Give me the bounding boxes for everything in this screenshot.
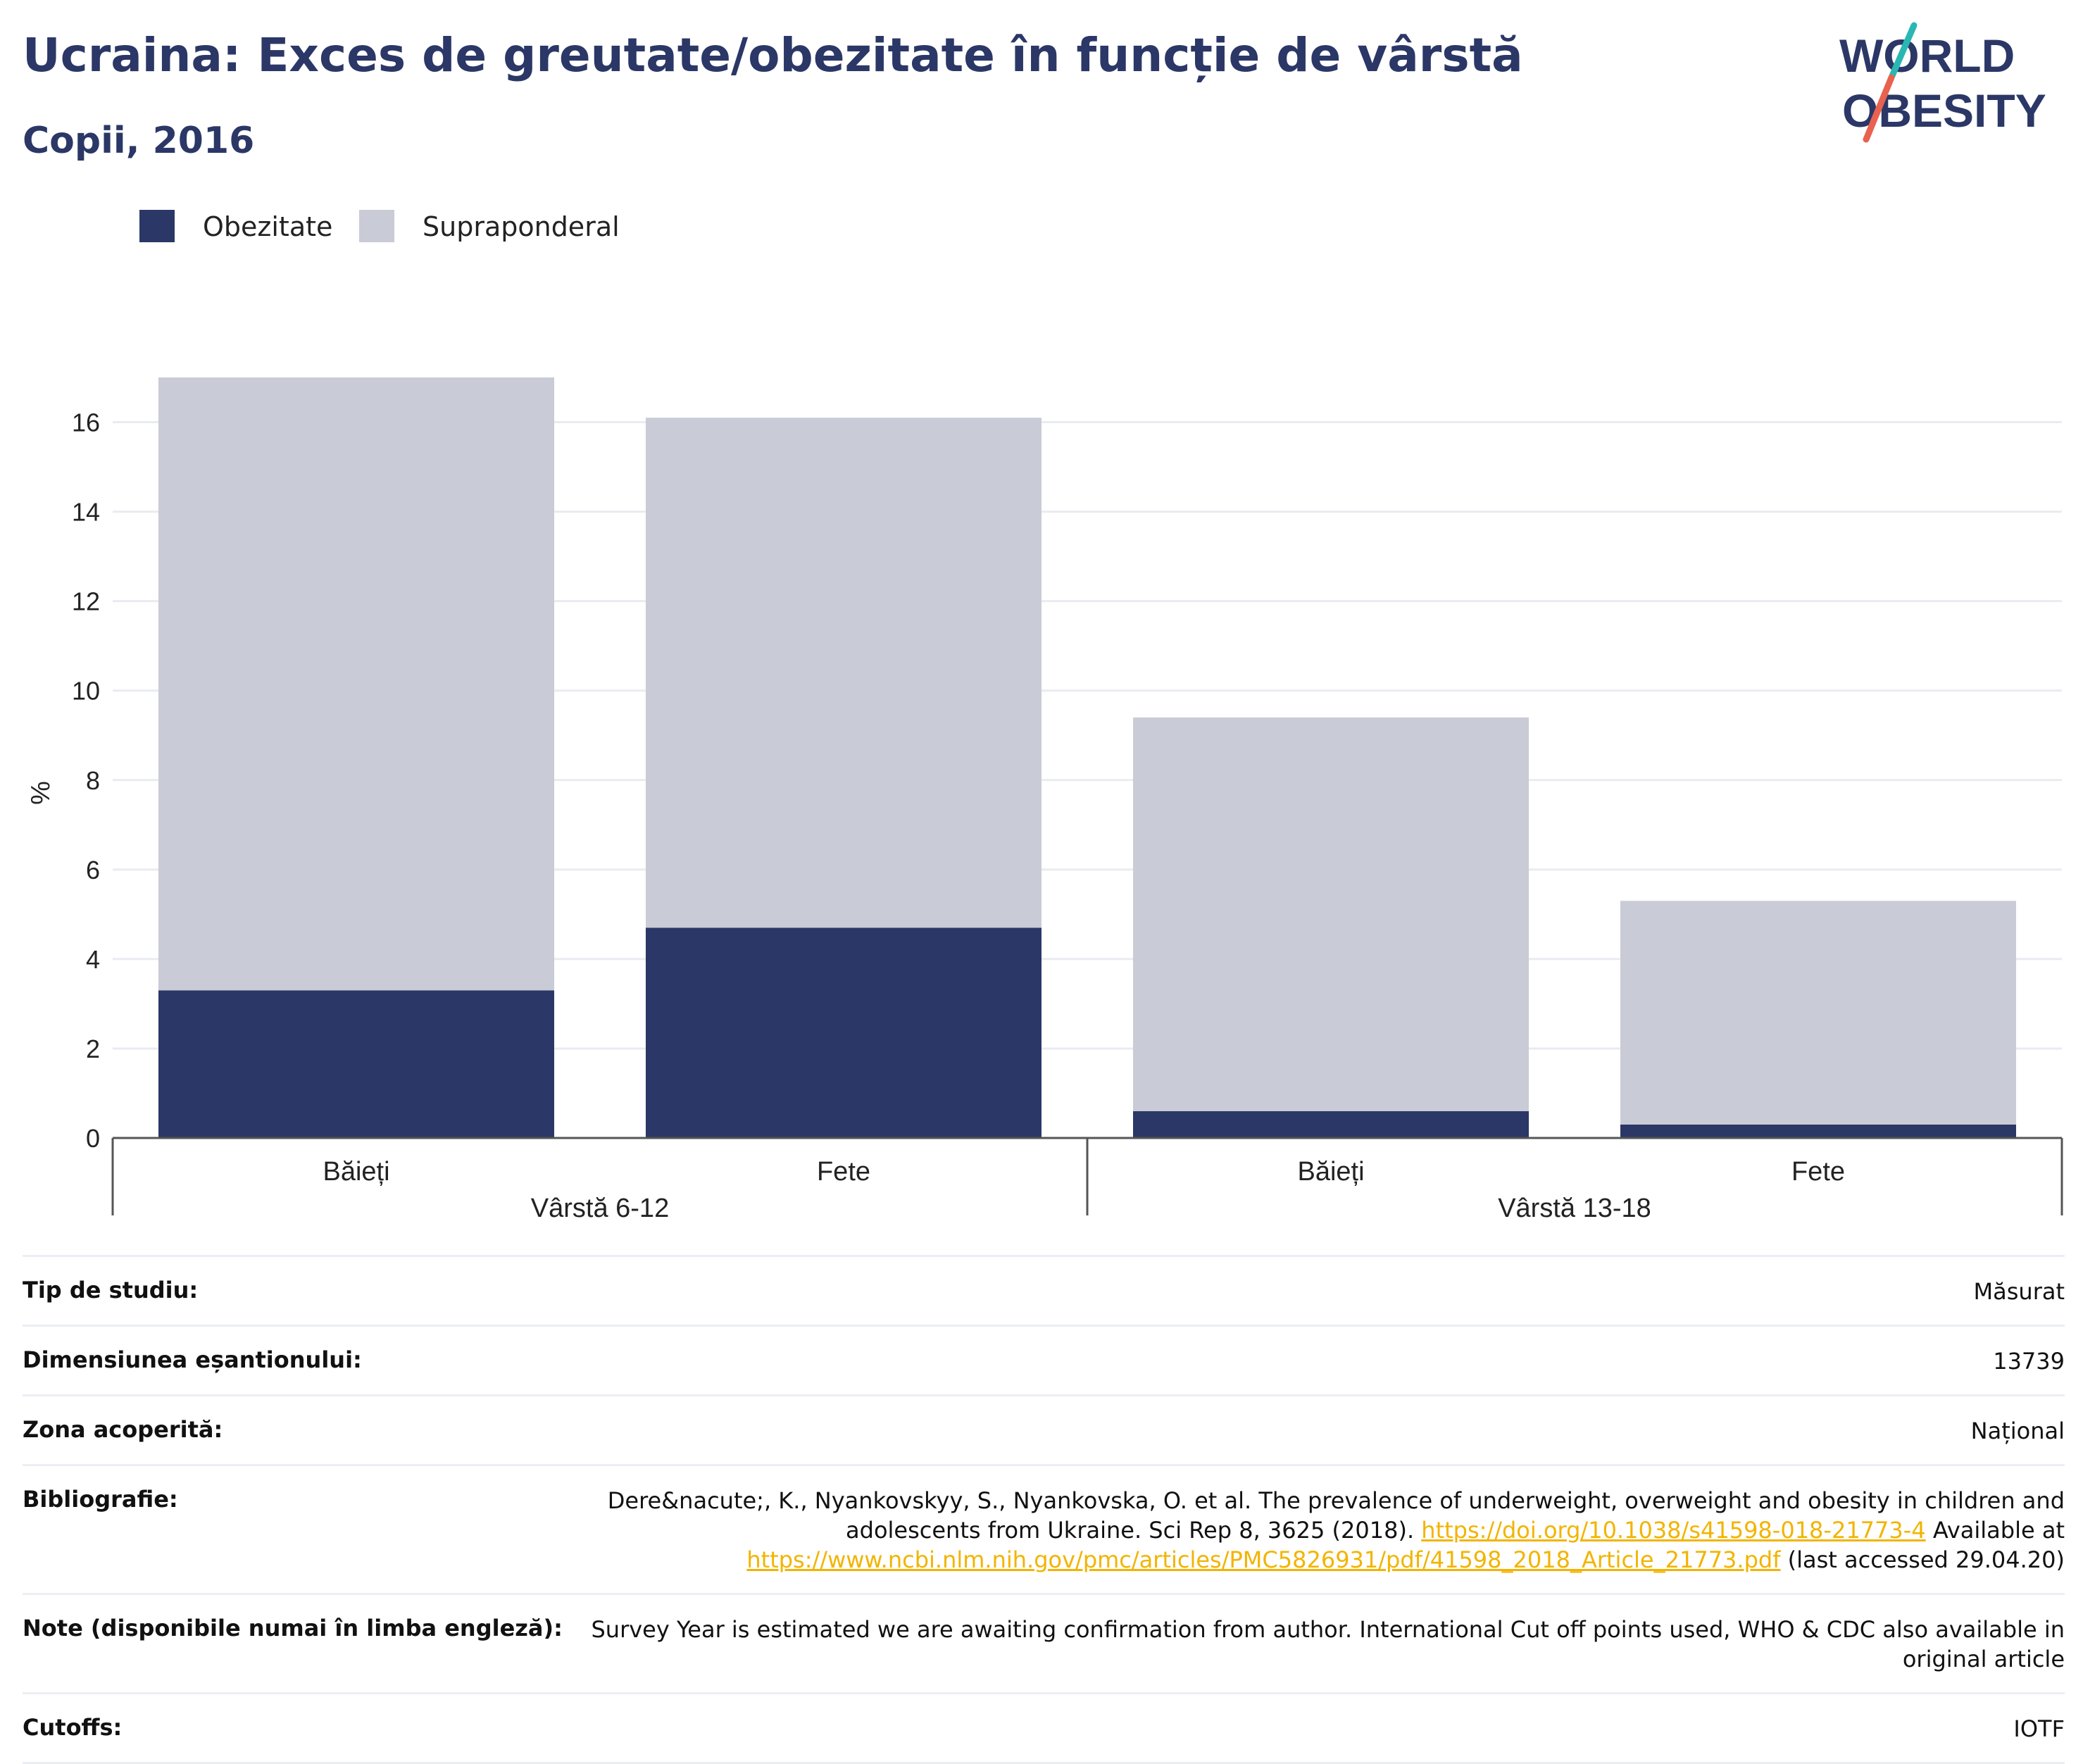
y-tick-label: 0 <box>86 1124 100 1153</box>
doi-link[interactable]: https://doi.org/10.1038/s41598-018-21773… <box>1421 1517 1926 1544</box>
meta-label: Zona acoperită: <box>23 1416 223 1443</box>
meta-value: IOTF <box>2013 1715 2065 1742</box>
bibliography-text: Available at <box>1925 1517 2065 1544</box>
meta-value: Măsurat <box>1973 1278 2065 1305</box>
chart-title: Ucraina: Exces de greutate/obezitate în … <box>23 28 1523 82</box>
meta-label: Tip de studiu: <box>23 1277 199 1303</box>
x-group-label: Vârstă 13-18 <box>1498 1194 1651 1223</box>
logo-slash-teal <box>1888 22 1918 81</box>
legend-label-obezitate: Obezitate <box>203 211 333 242</box>
y-tick-label: 10 <box>72 677 100 706</box>
ncbi-link[interactable]: https://www.ncbi.nlm.nih.gov/pmc/article… <box>746 1546 1781 1573</box>
y-tick-label: 8 <box>86 766 100 795</box>
legend-swatch-obezitate <box>139 210 175 242</box>
bar-obezitate <box>1620 1124 2016 1138</box>
y-tick-label: 4 <box>86 945 100 974</box>
meta-row-bibliography: Bibliografie: Dere&nacute;, K., Nyankovs… <box>23 1464 2065 1593</box>
x-tick-label: Băieți <box>323 1157 389 1187</box>
x-tick-label: Fete <box>817 1157 870 1187</box>
bibliography-value: Dere&nacute;, K., Nyankovskyy, S., Nyank… <box>558 1486 2065 1575</box>
x-tick-label: Băieți <box>1297 1157 1364 1187</box>
meta-label: Note (disponibile numai în limba engleză… <box>23 1615 563 1641</box>
y-tick-label: 12 <box>72 587 100 616</box>
meta-row-cutoffs: Cutoffs: IOTF <box>23 1692 2065 1764</box>
legend-label-supraponderal: Supraponderal <box>423 211 620 242</box>
meta-label: Dimensiunea eșantionului: <box>23 1346 362 1373</box>
x-group-label: Vârstă 6-12 <box>531 1194 669 1223</box>
y-tick-label: 2 <box>86 1034 100 1063</box>
bar-supraponderal <box>646 418 1042 928</box>
logo-slash-red <box>1863 74 1895 143</box>
y-tick-label: 14 <box>72 498 100 527</box>
bar-supraponderal <box>158 377 554 991</box>
meta-label: Cutoffs: <box>23 1714 123 1741</box>
world-obesity-logo: WORLD OBESITY <box>1839 22 2046 143</box>
logo-word-world: WORLD <box>1839 30 2015 82</box>
meta-row-coverage: Zona acoperită: Național <box>23 1394 2065 1464</box>
y-tick-label: 6 <box>86 856 100 884</box>
study-details-table: Tip de studiu: Măsurat Dimensiunea eșant… <box>23 1255 2065 1764</box>
bibliography-text: (last accessed 29.04.20) <box>1780 1546 2065 1573</box>
meta-row-sample-size: Dimensiunea eșantionului: 13739 <box>23 1325 2065 1394</box>
chart-subtitle: Copii, 2016 <box>23 120 255 162</box>
legend-swatch-supraponderal <box>359 210 394 242</box>
bar-obezitate <box>158 990 554 1138</box>
bar-obezitate <box>646 927 1042 1138</box>
meta-value: Național <box>1970 1418 2065 1444</box>
bar-obezitate <box>1133 1111 1529 1138</box>
meta-value: 13739 <box>1993 1348 2065 1375</box>
meta-row-notes: Note (disponibile numai în limba engleză… <box>23 1593 2065 1692</box>
bar-supraponderal <box>1620 901 2016 1125</box>
meta-row-study-type: Tip de studiu: Măsurat <box>23 1255 2065 1325</box>
y-axis-label: % <box>26 781 56 805</box>
bar-supraponderal <box>1133 717 1529 1111</box>
y-tick-label: 16 <box>72 408 100 437</box>
x-tick-label: Fete <box>1791 1157 1845 1187</box>
bibliography-text: Dere&nacute;, K., Nyankovskyy, S., Nyank… <box>607 1487 2065 1544</box>
meta-value: Survey Year is estimated we are awaiting… <box>591 1616 2065 1672</box>
meta-label: Bibliografie: <box>23 1486 178 1513</box>
stacked-bar-chart: 0 2 4 6 8 10 12 14 16% Băieți Fete Băieți Fete Vârstă… <box>26 377 2063 1223</box>
